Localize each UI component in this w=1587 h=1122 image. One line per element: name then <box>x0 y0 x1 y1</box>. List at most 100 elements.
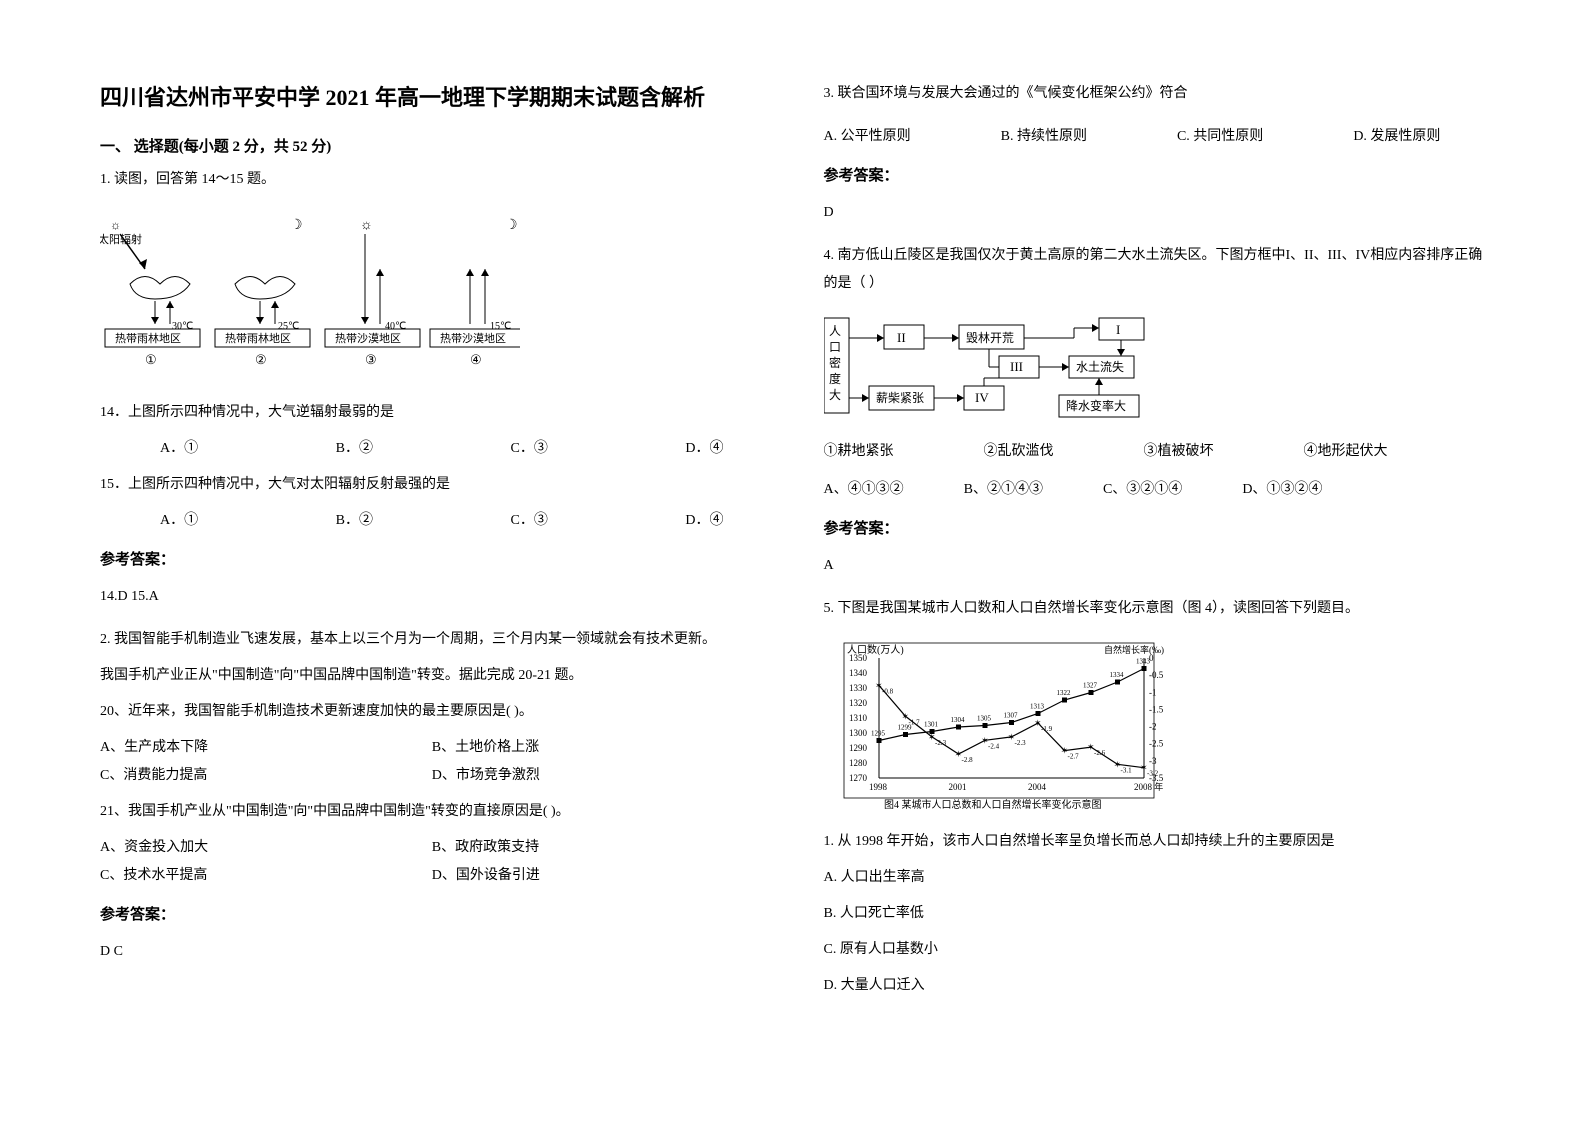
svg-text:毁林开荒: 毁林开荒 <box>966 330 1014 345</box>
left-column: 四川省达州市平安中学 2021 年高一地理下学期期末试题含解析 一、 选择题(每… <box>100 80 764 1008</box>
q1-sub14-options: A．① B．② C．③ D．④ <box>100 435 764 463</box>
q3-options: A. 公平性原则 B. 持续性原则 C. 共同性原则 D. 发展性原则 <box>824 123 1488 151</box>
svg-text:-3.2: -3.2 <box>1147 770 1159 778</box>
q2-21-opt-b: B、政府政策支持 <box>432 834 764 862</box>
svg-text:热带雨林地区: 热带雨林地区 <box>115 331 181 345</box>
svg-text:☼: ☼ <box>360 218 373 233</box>
svg-text:②: ② <box>255 352 267 367</box>
svg-text:1350: 1350 <box>849 653 868 663</box>
svg-text:IV: IV <box>975 390 989 405</box>
q2-stem1: 2. 我国智能手机制造业飞速发展，基本上以三个月为一个周期，三个月内某一领域就会… <box>100 626 764 654</box>
q1-answer-label: 参考答案： <box>100 545 764 575</box>
svg-text:-0.8: -0.8 <box>882 687 894 695</box>
question-2: 2. 我国智能手机制造业飞速发展，基本上以三个月为一个周期，三个月内某一领域就会… <box>100 626 764 966</box>
q2-sub21-options: A、资金投入加大 B、政府政策支持 C、技术水平提高 D、国外设备引进 <box>100 834 764 890</box>
svg-text:1998: 1998 <box>869 782 888 792</box>
svg-text:图4 某城市人口总数和人口自然增长率变化示意图: 图4 某城市人口总数和人口自然增长率变化示意图 <box>884 798 1102 811</box>
q1-sub14: 14．上图所示四种情况中，大气逆辐射最弱的是 <box>100 399 764 427</box>
svg-text:1300: 1300 <box>849 728 868 738</box>
svg-text:水土流失: 水土流失 <box>1076 359 1124 374</box>
svg-text:1270: 1270 <box>849 773 868 783</box>
svg-text:人: 人 <box>829 324 841 338</box>
q4-opt-d: D、①③②④ <box>1242 476 1322 504</box>
svg-text:-1: -1 <box>1149 687 1157 697</box>
document-title: 四川省达州市平安中学 2021 年高一地理下学期期末试题含解析 <box>100 80 764 115</box>
svg-text:自然增长率(‰): 自然增长率(‰) <box>1104 644 1164 655</box>
svg-text:④: ④ <box>470 352 482 367</box>
section-1-header: 一、 选择题(每小题 2 分，共 52 分) <box>100 135 764 156</box>
q4-opt-b: B、②①④③ <box>964 476 1043 504</box>
svg-text:1330: 1330 <box>849 683 868 693</box>
svg-text:1280: 1280 <box>849 758 868 768</box>
svg-text:1313: 1313 <box>1030 703 1045 711</box>
svg-text:1343: 1343 <box>1136 658 1151 666</box>
q1-14-opt-b: B．② <box>336 435 373 463</box>
svg-text:2004: 2004 <box>1028 782 1047 792</box>
q3-stem: 3. 联合国环境与发展大会通过的《气候变化框架公约》符合 <box>824 80 1488 108</box>
svg-text:☽: ☽ <box>290 218 303 233</box>
q2-21-opt-a: A、资金投入加大 <box>100 834 432 862</box>
q2-20-opt-b: B、土地价格上涨 <box>432 734 764 762</box>
svg-text:热带雨林地区: 热带雨林地区 <box>225 331 291 345</box>
q2-sub20: 20、近年来，我国智能手机制造技术更新速度加快的最主要原因是( )。 <box>100 698 764 726</box>
q5-opt-a: A. 人口出生率高 <box>824 864 1488 892</box>
q5-opt-b: B. 人口死亡率低 <box>824 900 1488 928</box>
svg-text:1334: 1334 <box>1109 671 1124 679</box>
svg-text:1320: 1320 <box>849 698 868 708</box>
q1-14-opt-d: D．④ <box>685 435 723 463</box>
svg-text:度: 度 <box>829 371 841 386</box>
q1-stem: 1. 读图，回答第 14～15 题。 <box>100 166 764 194</box>
svg-text:☼: ☼ <box>110 218 121 232</box>
svg-text:薪柴紧张: 薪柴紧张 <box>876 391 924 405</box>
q2-answer-label: 参考答案： <box>100 900 764 930</box>
q5-stem: 5. 下图是我国某城市人口数和人口自然增长率变化示意图（图 4），读图回答下列题… <box>824 595 1488 623</box>
q2-20-opt-c: C、消费能力提高 <box>100 762 432 790</box>
q4-figure: 人 口 密 度 大 II 毁林开荒 I <box>824 313 1488 423</box>
svg-text:☽: ☽ <box>505 218 518 233</box>
q1-figure: ☼ 太阳辐射 30℃ 热带雨林地区 ① <box>100 209 764 379</box>
svg-text:1310: 1310 <box>849 713 868 723</box>
q2-answer: D C <box>100 938 764 966</box>
q4-labels: ①耕地紧张 ②乱砍滥伐 ③植被破坏 ④地形起伏大 <box>824 438 1488 466</box>
q3-opt-b: B. 持续性原则 <box>1001 123 1087 151</box>
svg-text:II: II <box>897 330 906 345</box>
q4-label-1: ①耕地紧张 <box>824 438 894 466</box>
svg-text:1295: 1295 <box>871 730 886 738</box>
q1-14-opt-c: C．③ <box>511 435 548 463</box>
question-5: 5. 下图是我国某城市人口数和人口自然增长率变化示意图（图 4），读图回答下列题… <box>824 595 1488 1000</box>
q5-opt-d: D. 大量人口迁入 <box>824 972 1488 1000</box>
svg-text:-3.1: -3.1 <box>1120 766 1132 774</box>
q2-20-opt-a: A、生产成本下降 <box>100 734 432 762</box>
q2-stem2: 我国手机产业正从"中国制造"向"中国品牌中国制造"转变。据此完成 20-21 题… <box>100 662 764 690</box>
q3-answer-label: 参考答案： <box>824 161 1488 191</box>
q4-stem: 4. 南方低山丘陵区是我国仅次于黄土高原的第二大水土流失区。下图方框中I、II、… <box>824 242 1488 298</box>
svg-text:2008 年: 2008 年 <box>1134 781 1163 792</box>
q3-answer: D <box>824 199 1488 227</box>
svg-text:-0.5: -0.5 <box>1149 670 1164 680</box>
q5-figure: 人口数(万人)自然增长率(‰)1350134013301320131013001… <box>824 638 1488 813</box>
svg-text:③: ③ <box>365 352 377 367</box>
question-3: 3. 联合国环境与发展大会通过的《气候变化框架公约》符合 A. 公平性原则 B.… <box>824 80 1488 227</box>
svg-text:热带沙漠地区: 热带沙漠地区 <box>440 332 506 345</box>
svg-text:-2.8: -2.8 <box>961 756 973 764</box>
svg-text:-2: -2 <box>1149 722 1157 732</box>
q1-15-opt-b: B．② <box>336 507 373 535</box>
svg-text:降水变率大: 降水变率大 <box>1066 398 1126 413</box>
q4-options: A、④①③② B、②①④③ C、③②①④ D、①③②④ <box>824 476 1488 504</box>
q5-sub1: 1. 从 1998 年开始，该市人口自然增长率呈负增长而总人口却持续上升的主要原… <box>824 828 1488 856</box>
svg-text:I: I <box>1116 322 1120 337</box>
svg-text:-2.4: -2.4 <box>988 742 1000 750</box>
svg-text:太阳辐射: 太阳辐射 <box>100 232 142 246</box>
svg-text:1307: 1307 <box>1003 712 1018 720</box>
svg-text:1304: 1304 <box>950 716 965 724</box>
q4-opt-a: A、④①③② <box>824 476 904 504</box>
svg-text:-2.5: -2.5 <box>1149 739 1164 749</box>
q3-opt-c: C. 共同性原则 <box>1177 123 1263 151</box>
q1-14-opt-a: A．① <box>160 435 198 463</box>
q5-opt-c: C. 原有人口基数小 <box>824 936 1488 964</box>
svg-text:1305: 1305 <box>977 715 992 723</box>
q4-label-4: ④地形起伏大 <box>1304 438 1388 466</box>
q4-label-2: ②乱砍滥伐 <box>984 438 1054 466</box>
svg-text:-2.3: -2.3 <box>1014 739 1026 747</box>
q2-21-opt-c: C、技术水平提高 <box>100 862 432 890</box>
